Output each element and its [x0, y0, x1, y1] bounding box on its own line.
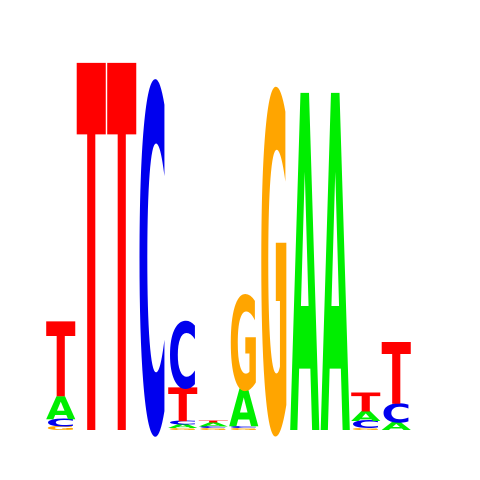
letter-C-pos-1-1: C — [46, 417, 76, 429]
letter-G-pos-7-3: G — [229, 271, 258, 421]
letter-G-pos-8-0: G — [260, 3, 289, 480]
logo-column-9: A — [290, 2, 320, 480]
letter-G-pos-7-0: G — [229, 428, 258, 431]
letter-A-pos-7-2: A — [229, 379, 258, 439]
logo-column-4: C — [138, 0, 168, 480]
letter-A-pos-1-2: A — [46, 391, 76, 427]
letter-A-pos-11-2: A — [351, 409, 380, 424]
letter-C-pos-5-2: C — [168, 420, 198, 426]
letter-T-pos-5-3: T — [168, 377, 198, 432]
letter-C-pos-6-1: C — [199, 426, 229, 429]
letter-G-pos-5-0: G — [168, 428, 197, 431]
logo-column-2: T — [77, 0, 107, 480]
letter-T-pos-1-3: T — [46, 302, 76, 422]
letter-C-pos-12-1: C — [382, 399, 411, 429]
letter-C-pos-11-1: C — [351, 419, 381, 431]
letter-T-pos-3-0: T — [107, 0, 137, 480]
logo-column-10: A — [321, 2, 351, 480]
letter-A-pos-9-0: A — [290, 2, 320, 480]
logo-column-8: G — [260, 3, 289, 480]
letter-G-pos-11-0: G — [351, 428, 380, 431]
logo-column-3: T — [107, 0, 137, 480]
letter-A-pos-12-0: A — [382, 420, 412, 432]
letter-A-pos-6-2: A — [199, 422, 228, 428]
letter-T-pos-12-2: T — [382, 326, 412, 424]
letter-C-pos-5-4: C — [168, 305, 197, 410]
logo-column-12: ACT — [382, 326, 412, 433]
letter-C-pos-7-1: C — [229, 426, 259, 429]
letter-T-pos-2-0: T — [77, 0, 107, 480]
letter-C-pos-4-0: C — [138, 0, 168, 480]
letter-G-pos-6-0: G — [199, 428, 228, 431]
letter-A-pos-10-0: A — [321, 2, 351, 480]
letter-T-pos-6-3: T — [199, 420, 229, 423]
letter-G-pos-1-0: G — [46, 425, 75, 431]
letter-A-pos-5-1: A — [168, 424, 197, 430]
letter-T-pos-11-3: T — [351, 388, 381, 418]
